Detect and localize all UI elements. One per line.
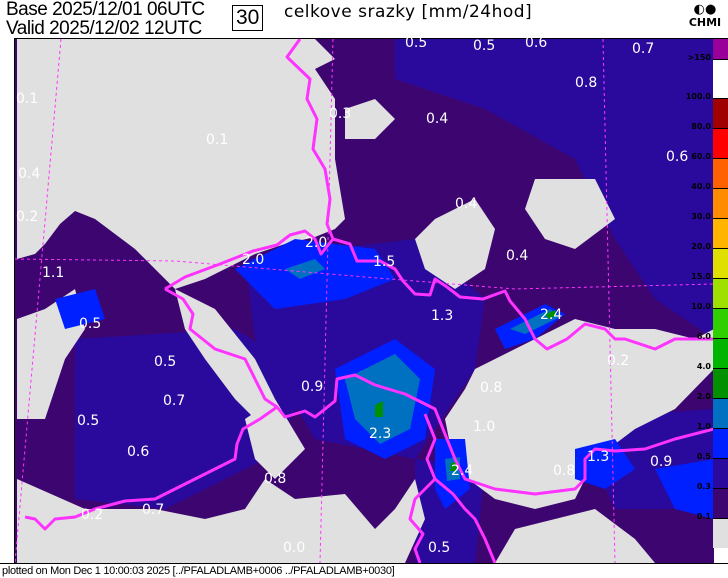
value-label: 0.2 <box>16 209 39 225</box>
legend-tick-label: 20.0 <box>691 242 711 251</box>
value-label: 0.9 <box>650 454 673 470</box>
legend-tick-label: 4.0 <box>696 362 711 371</box>
base-time: Base 2025/12/01 06UTC <box>6 0 205 20</box>
legend-tick-label: 2.0 <box>696 392 711 401</box>
precip-4.0-areas <box>375 310 557 471</box>
valid-time: Valid 2025/12/02 12UTC <box>6 18 202 39</box>
legend-tick-label: 10.0 <box>691 302 711 311</box>
legend-swatch <box>713 158 728 188</box>
value-label: 0.8 <box>553 463 576 479</box>
legend-swatch <box>713 98 728 128</box>
value-label: 2.4 <box>540 307 563 323</box>
value-label: 0.4 <box>18 166 41 182</box>
value-label: 0.7 <box>163 393 186 409</box>
value-label: 2.0 <box>242 252 265 268</box>
value-label: 0.1 <box>16 91 39 107</box>
legend-tick-label: 80.0 <box>691 122 711 131</box>
value-label: 1.3 <box>587 449 610 465</box>
value-label: 1.1 <box>42 265 65 281</box>
value-label: 2.4 <box>451 463 474 479</box>
country-borders <box>24 38 715 564</box>
value-label: 0.5 <box>154 354 177 370</box>
map-title: celkove srazky [mm/24hod] <box>284 2 533 22</box>
value-label: 0.8 <box>480 380 503 396</box>
precip-2.0-areas <box>285 259 560 481</box>
value-label: 0.7 <box>142 502 165 518</box>
legend-tick-label: 0.5 <box>696 452 711 461</box>
legend-swatch <box>713 368 728 398</box>
value-label: 0.5 <box>428 540 451 556</box>
legend-swatch <box>713 128 728 158</box>
value-label: 0.2 <box>81 507 104 523</box>
legend-swatch <box>713 188 728 218</box>
legend-swatch <box>713 308 728 338</box>
legend-tick-label: >150 <box>687 53 711 62</box>
value-label: 0.5 <box>473 38 496 54</box>
legend-swatch <box>713 518 728 548</box>
logo-text: CHMI <box>688 16 722 29</box>
value-label: 0.8 <box>264 471 287 487</box>
legend-tick-label: 0.1 <box>696 512 711 521</box>
legend-swatch <box>713 38 728 59</box>
value-label: 0.5 <box>77 413 100 429</box>
legend-tick-label: 30.0 <box>691 212 711 221</box>
legend-tick-label: 100.0 <box>685 92 711 101</box>
legend-tick-label: 40.0 <box>691 182 711 191</box>
value-label: 0.1 <box>206 132 229 148</box>
legend-tick-label: 60.0 <box>691 152 711 161</box>
value-label: 0.6 <box>127 444 150 460</box>
value-label: 1.0 <box>473 419 496 435</box>
logo-mark-icon: ◐● <box>693 2 717 17</box>
value-label: 2.3 <box>369 426 392 442</box>
plotted-on-text: plotted on Mon Dec 1 10:00:03 2025 [../P… <box>2 565 395 577</box>
legend-swatch <box>713 248 728 278</box>
footer: plotted on Mon Dec 1 10:00:03 2025 [../P… <box>0 563 728 578</box>
value-label: 0.5 <box>79 316 102 332</box>
value-label: 0.6 <box>666 149 689 165</box>
value-label: 1.5 <box>373 254 396 270</box>
lat-lon-grid <box>14 38 715 564</box>
value-label: 0.3 <box>329 106 352 122</box>
legend-swatch <box>713 488 728 518</box>
legend-swatch <box>713 398 728 428</box>
value-label: 0.0 <box>283 540 306 556</box>
value-label: 0.2 <box>607 353 630 369</box>
value-label: 0.8 <box>575 75 598 91</box>
value-label: 0.4 <box>506 248 529 264</box>
value-label: 0.4 <box>426 111 449 127</box>
legend-swatch <box>713 278 728 308</box>
legend-tick-label: 1.0 <box>696 422 711 431</box>
value-label: 0.9 <box>301 379 324 395</box>
chmi-logo: ◐● CHMI <box>688 3 722 30</box>
legend-swatch <box>713 458 728 488</box>
value-label: 1.3 <box>431 308 454 324</box>
legend-swatch <box>713 428 728 458</box>
legend-swatch <box>713 218 728 248</box>
value-label: 0.5 <box>405 35 428 51</box>
map-canvas <box>14 38 715 564</box>
left-margin <box>0 38 14 563</box>
legend-tick-label: 6.0 <box>696 332 711 341</box>
precipitation-map: 0.5 0.5 0.6 0.7 0.1 0.3 0.1 0.4 0.8 0.6 … <box>14 35 715 564</box>
color-scale-legend <box>713 38 728 565</box>
legend-tick-label: 0.3 <box>696 482 711 491</box>
legend-swatch <box>713 59 728 98</box>
value-label: 0.7 <box>632 41 655 57</box>
value-label: 2.0 <box>305 235 328 251</box>
value-label: 0.4 <box>455 196 478 212</box>
legend-tick-label: 15.0 <box>691 272 711 281</box>
forecast-step: 30 <box>232 5 264 31</box>
value-label: 0.6 <box>525 35 548 51</box>
legend-swatch <box>713 338 728 368</box>
